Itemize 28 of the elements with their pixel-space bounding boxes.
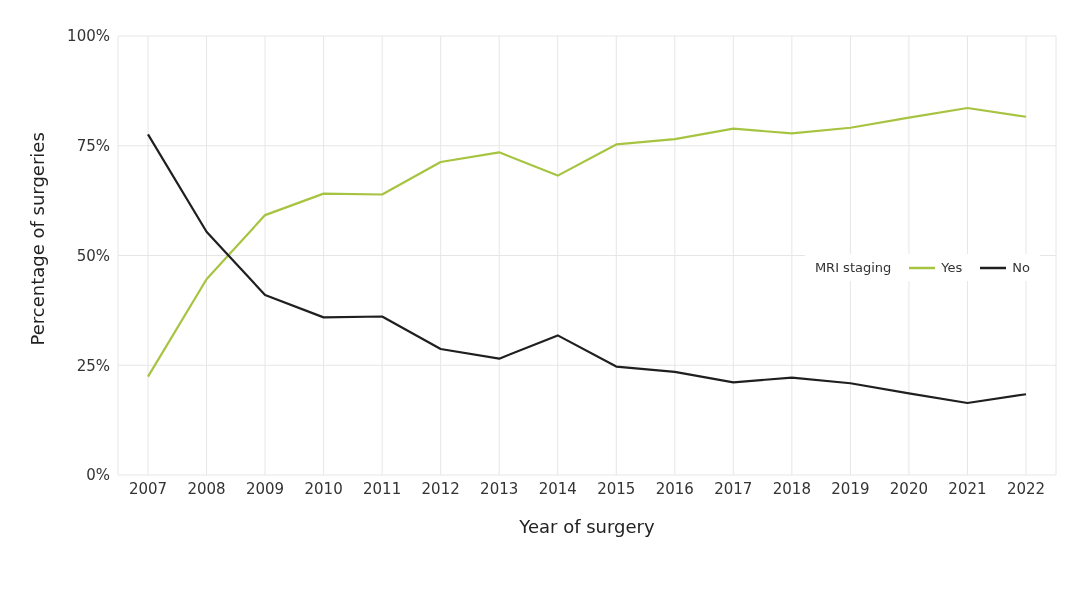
line-series — [146, 106, 1028, 378]
x-tick-label: 2007 — [128, 479, 168, 498]
legend-label: Yes — [941, 260, 963, 275]
y-tick-label: 50% — [76, 246, 110, 265]
y-axis-title: Percentage of surgeries — [27, 132, 49, 346]
x-tick-label: 2014 — [538, 479, 577, 498]
x-axis-title: Year of surgery — [518, 516, 656, 537]
x-tick-label: 2021 — [948, 479, 987, 498]
x-tick-label: 2016 — [655, 479, 694, 498]
x-tick-label: 2012 — [421, 479, 460, 498]
y-tick-label: 0% — [86, 466, 110, 485]
legend-title: MRI staging — [814, 260, 892, 275]
x-tick-label: 2018 — [772, 479, 811, 498]
y-tick-label: 25% — [76, 356, 110, 375]
x-tick-label: 2015 — [597, 479, 636, 498]
y-tick-label: 75% — [76, 137, 110, 156]
line-series — [146, 133, 1028, 405]
x-tick-label: 2017 — [714, 479, 753, 498]
legend-label: No — [1012, 260, 1030, 275]
x-tick-label: 2019 — [831, 479, 870, 498]
y-tick-label: 100% — [67, 27, 110, 46]
x-tick-label: 2010 — [304, 479, 343, 498]
x-tick-label: 2013 — [480, 479, 519, 498]
x-tick-label: 2011 — [363, 479, 402, 498]
x-tick-label: 2008 — [187, 479, 226, 498]
x-tick-label: 2020 — [889, 479, 929, 498]
x-tick-label: 2009 — [245, 479, 285, 498]
x-tick-label: 2022 — [1006, 479, 1046, 498]
